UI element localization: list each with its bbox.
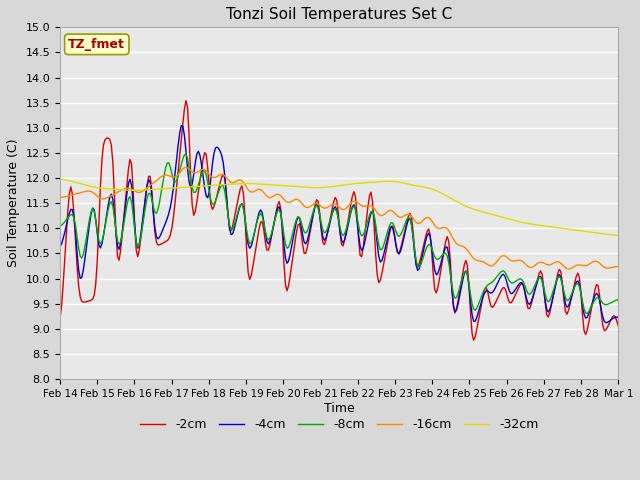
- Title: Tonzi Soil Temperatures Set C: Tonzi Soil Temperatures Set C: [226, 7, 452, 22]
- -16cm: [614, 264, 622, 269]
- Y-axis label: Soil Temperature (C): Soil Temperature (C): [7, 139, 20, 267]
- -4cm: [614, 314, 622, 320]
- -2cm: [182, 98, 190, 104]
- Line: -32cm: -32cm: [60, 179, 618, 235]
- -32cm: [241, 180, 249, 186]
- -8cm: [614, 297, 622, 302]
- -16cm: [224, 177, 232, 182]
- -8cm: [224, 212, 232, 217]
- Line: -2cm: -2cm: [60, 101, 618, 340]
- -8cm: [252, 223, 260, 229]
- -32cm: [584, 229, 591, 235]
- -2cm: [243, 247, 250, 252]
- -8cm: [243, 227, 250, 233]
- -32cm: [56, 176, 64, 182]
- -16cm: [586, 261, 594, 266]
- -4cm: [243, 230, 250, 236]
- -8cm: [584, 311, 591, 316]
- -32cm: [125, 187, 132, 193]
- -8cm: [586, 306, 594, 312]
- -16cm: [125, 185, 132, 191]
- -2cm: [614, 323, 622, 328]
- -32cm: [250, 181, 258, 187]
- -16cm: [252, 188, 260, 193]
- -16cm: [182, 165, 190, 170]
- -8cm: [56, 223, 64, 229]
- -4cm: [177, 123, 185, 129]
- -4cm: [302, 241, 310, 247]
- -2cm: [586, 312, 594, 317]
- -32cm: [300, 184, 308, 190]
- -4cm: [585, 311, 593, 316]
- -16cm: [302, 204, 310, 210]
- -4cm: [125, 181, 132, 187]
- Line: -16cm: -16cm: [60, 168, 618, 269]
- Line: -8cm: -8cm: [60, 154, 618, 313]
- -8cm: [302, 230, 310, 236]
- -8cm: [182, 151, 190, 157]
- -4cm: [252, 223, 260, 228]
- X-axis label: Time: Time: [324, 402, 355, 415]
- -16cm: [56, 194, 64, 200]
- -4cm: [602, 320, 610, 325]
- -8cm: [125, 196, 132, 202]
- -2cm: [470, 337, 477, 343]
- -4cm: [56, 244, 64, 250]
- Legend: -2cm, -4cm, -8cm, -16cm, -32cm: -2cm, -4cm, -8cm, -16cm, -32cm: [135, 413, 543, 436]
- Line: -4cm: -4cm: [60, 126, 618, 323]
- -2cm: [252, 245, 260, 251]
- -2cm: [125, 167, 132, 172]
- -32cm: [223, 181, 230, 187]
- -2cm: [302, 251, 310, 256]
- Text: TZ_fmet: TZ_fmet: [68, 38, 125, 51]
- -2cm: [224, 211, 232, 216]
- -2cm: [56, 316, 64, 322]
- -32cm: [614, 232, 622, 238]
- -4cm: [224, 211, 232, 217]
- -16cm: [243, 184, 250, 190]
- -16cm: [564, 266, 572, 272]
